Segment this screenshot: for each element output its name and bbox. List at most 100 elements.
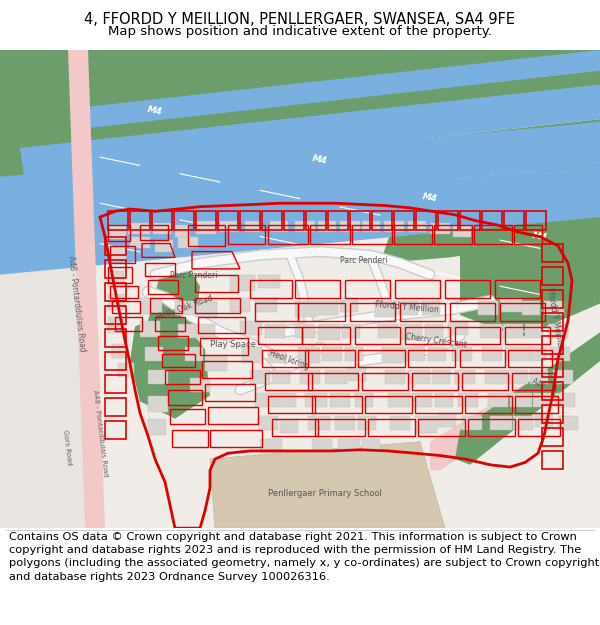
Bar xyxy=(384,221,404,232)
Bar xyxy=(175,225,190,237)
Bar xyxy=(513,416,533,430)
Text: A48: A48 xyxy=(530,377,547,392)
Bar xyxy=(508,370,528,384)
Bar xyxy=(525,324,543,338)
Bar xyxy=(335,416,355,430)
Text: Contains OS data © Crown copyright and database right 2021. This information is : Contains OS data © Crown copyright and d… xyxy=(9,532,599,582)
Bar xyxy=(348,367,366,381)
Bar xyxy=(362,439,380,453)
Bar xyxy=(195,324,215,338)
Polygon shape xyxy=(455,332,600,465)
Bar xyxy=(318,301,338,315)
Bar xyxy=(305,393,327,407)
Bar xyxy=(108,318,124,333)
Bar xyxy=(148,370,168,384)
Bar xyxy=(148,419,166,435)
Bar xyxy=(455,370,475,384)
Bar xyxy=(412,393,432,407)
Polygon shape xyxy=(430,338,600,471)
Bar xyxy=(280,419,298,432)
Bar xyxy=(108,225,126,239)
Bar xyxy=(425,324,443,338)
Bar xyxy=(405,348,425,361)
Bar xyxy=(312,439,332,453)
Bar xyxy=(260,439,282,453)
Bar xyxy=(453,225,471,237)
Bar xyxy=(178,324,196,338)
Bar xyxy=(245,221,260,232)
Polygon shape xyxy=(68,50,105,528)
Text: Ffordd Y Meillion: Ffordd Y Meillion xyxy=(375,300,439,314)
Bar xyxy=(428,348,446,361)
Bar xyxy=(145,348,163,361)
Bar xyxy=(345,348,363,361)
Bar xyxy=(408,221,426,232)
Bar xyxy=(388,393,410,407)
Bar xyxy=(430,223,450,234)
Bar xyxy=(528,348,546,361)
Text: Heol Ioring: Heol Ioring xyxy=(268,348,310,371)
Bar xyxy=(505,348,527,361)
Bar xyxy=(178,237,198,248)
Bar xyxy=(362,221,380,232)
Polygon shape xyxy=(0,50,95,528)
Bar xyxy=(108,294,124,311)
Bar xyxy=(550,348,570,361)
Bar xyxy=(112,344,128,357)
Bar xyxy=(155,240,173,252)
Bar xyxy=(385,370,405,384)
Bar xyxy=(255,393,277,407)
Bar xyxy=(268,349,286,363)
Bar xyxy=(432,370,450,384)
Text: Gors Road: Gors Road xyxy=(62,429,72,466)
Text: M4: M4 xyxy=(147,105,163,117)
Bar xyxy=(375,301,397,318)
Bar xyxy=(382,348,404,363)
Bar xyxy=(522,301,540,315)
Bar xyxy=(325,370,347,384)
Bar xyxy=(255,298,277,311)
Bar xyxy=(548,324,568,338)
Bar xyxy=(535,413,553,427)
Polygon shape xyxy=(460,177,600,338)
Text: M4: M4 xyxy=(422,192,438,203)
Bar xyxy=(330,393,350,407)
Bar xyxy=(270,221,288,232)
Bar xyxy=(458,393,478,407)
Bar xyxy=(196,221,216,234)
Polygon shape xyxy=(0,119,600,229)
Bar xyxy=(258,416,278,430)
Bar xyxy=(558,416,578,430)
Bar xyxy=(488,393,508,407)
Bar xyxy=(533,393,551,407)
Bar xyxy=(230,274,255,291)
Text: Cherry Crescent: Cherry Crescent xyxy=(405,332,467,349)
Polygon shape xyxy=(0,50,600,188)
Text: Holly Oak Road: Holly Oak Road xyxy=(156,293,214,322)
Bar xyxy=(358,416,376,430)
Bar xyxy=(452,348,472,361)
Text: A48 - Pontarddulais Road: A48 - Pontarddulais Road xyxy=(65,255,86,352)
Bar xyxy=(530,370,548,384)
Text: A48 - Pontarddulais Road: A48 - Pontarddulais Road xyxy=(92,389,109,478)
Bar xyxy=(240,321,262,334)
Bar xyxy=(205,355,227,371)
Bar xyxy=(510,393,532,407)
Bar xyxy=(438,413,456,427)
Bar xyxy=(490,416,512,430)
Bar xyxy=(355,393,373,407)
Bar xyxy=(272,370,290,384)
Bar xyxy=(338,439,360,453)
Bar xyxy=(265,324,285,338)
Polygon shape xyxy=(0,165,600,274)
Bar xyxy=(400,324,422,341)
Bar xyxy=(175,301,195,315)
Bar xyxy=(258,274,280,289)
Bar xyxy=(295,221,315,232)
Polygon shape xyxy=(148,263,200,338)
Bar xyxy=(342,324,360,338)
Bar xyxy=(318,324,340,341)
Bar xyxy=(108,246,126,262)
Bar xyxy=(448,321,468,334)
Bar xyxy=(340,298,358,311)
